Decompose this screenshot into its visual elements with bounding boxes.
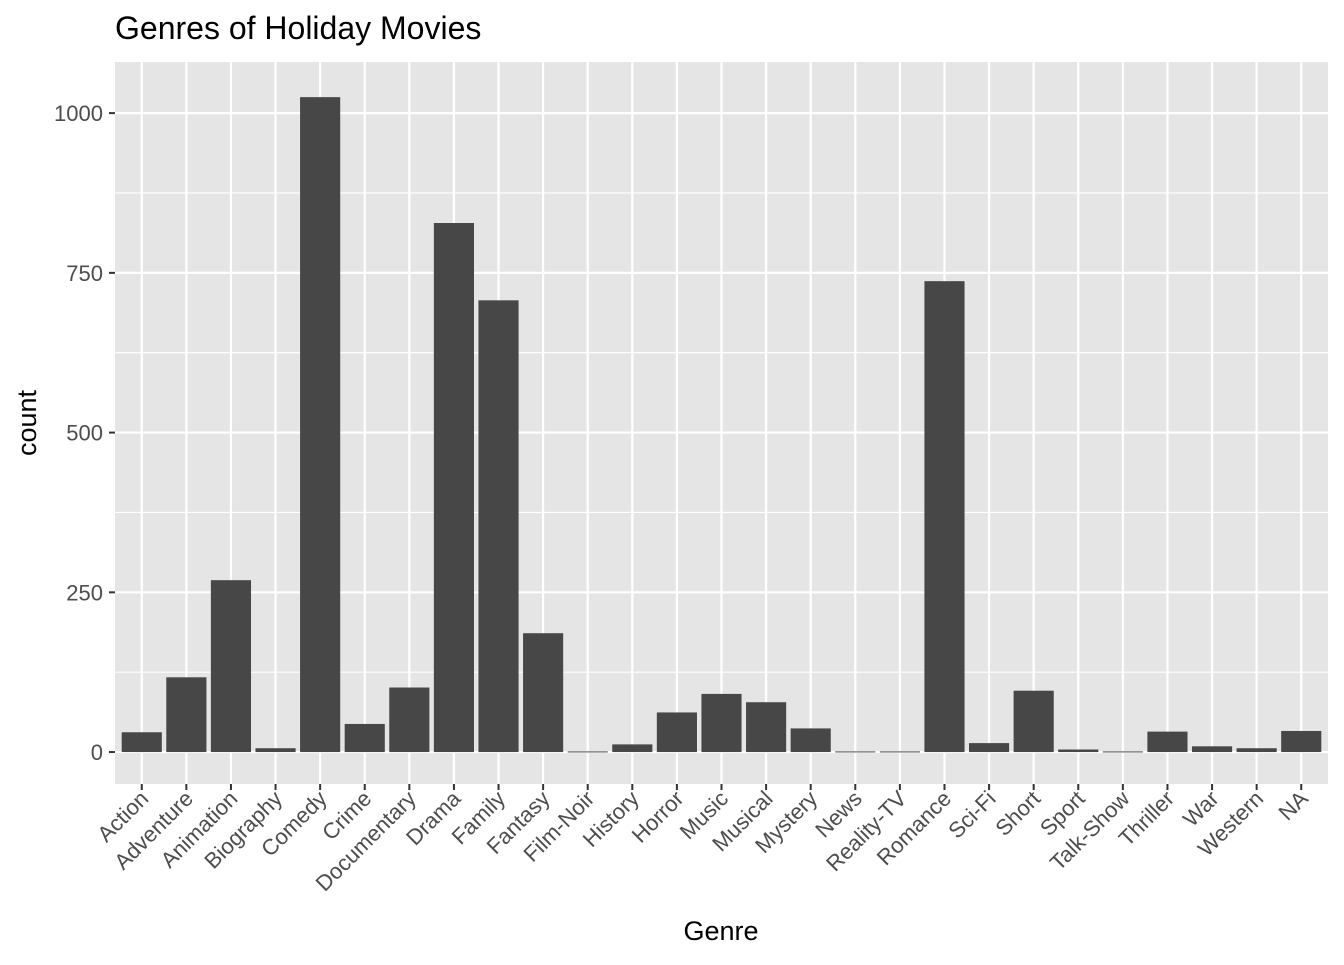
bar-crime [344,723,385,753]
bar-documentary [389,687,430,753]
bar-film-noir [567,751,608,753]
bar-drama [433,223,474,753]
x-axis: ActionAdventureAnimationBiographyComedyC… [92,784,1313,896]
bar-romance [924,281,965,753]
bar-animation [210,580,252,753]
bar-war [1191,746,1233,753]
x-tick-label: NA [1273,786,1313,826]
bar-reality-tv [879,751,920,753]
x-tick-label: Sci-Fi [943,786,1000,843]
y-tick-label: 750 [66,261,103,286]
y-tick-label: 0 [91,740,103,765]
bar-short [1013,690,1054,753]
bar-sci-fi [969,743,1010,753]
bar-talk-show [1102,751,1143,753]
bar-western [1236,748,1277,753]
bar-news [835,751,876,753]
bar-biography [255,748,296,753]
bar-fantasy [523,633,564,753]
bar-family [478,300,519,753]
bar-mystery [790,728,831,753]
bar-music [701,693,742,753]
y-axis: 0 250 500 750 1000 [54,101,115,765]
bar-thriller [1147,731,1188,753]
y-axis-title: count [12,389,42,456]
bar-horror [656,712,697,753]
x-axis-title: Genre [683,916,758,946]
y-tick-label: 1000 [54,101,103,126]
bar-adventure [166,677,207,753]
bars [121,97,1322,753]
chart-title: Genres of Holiday Movies [115,10,481,46]
bar-sport [1058,749,1099,753]
bar-musical [746,702,787,753]
bar-action [121,732,162,753]
x-tick-label: Horror [627,786,689,848]
bar-na [1281,730,1322,753]
x-tick-label: Short [990,786,1045,841]
bar-comedy [300,97,341,753]
y-tick-label: 250 [66,580,103,605]
y-tick-label: 500 [66,421,103,446]
bar-history [612,744,653,753]
